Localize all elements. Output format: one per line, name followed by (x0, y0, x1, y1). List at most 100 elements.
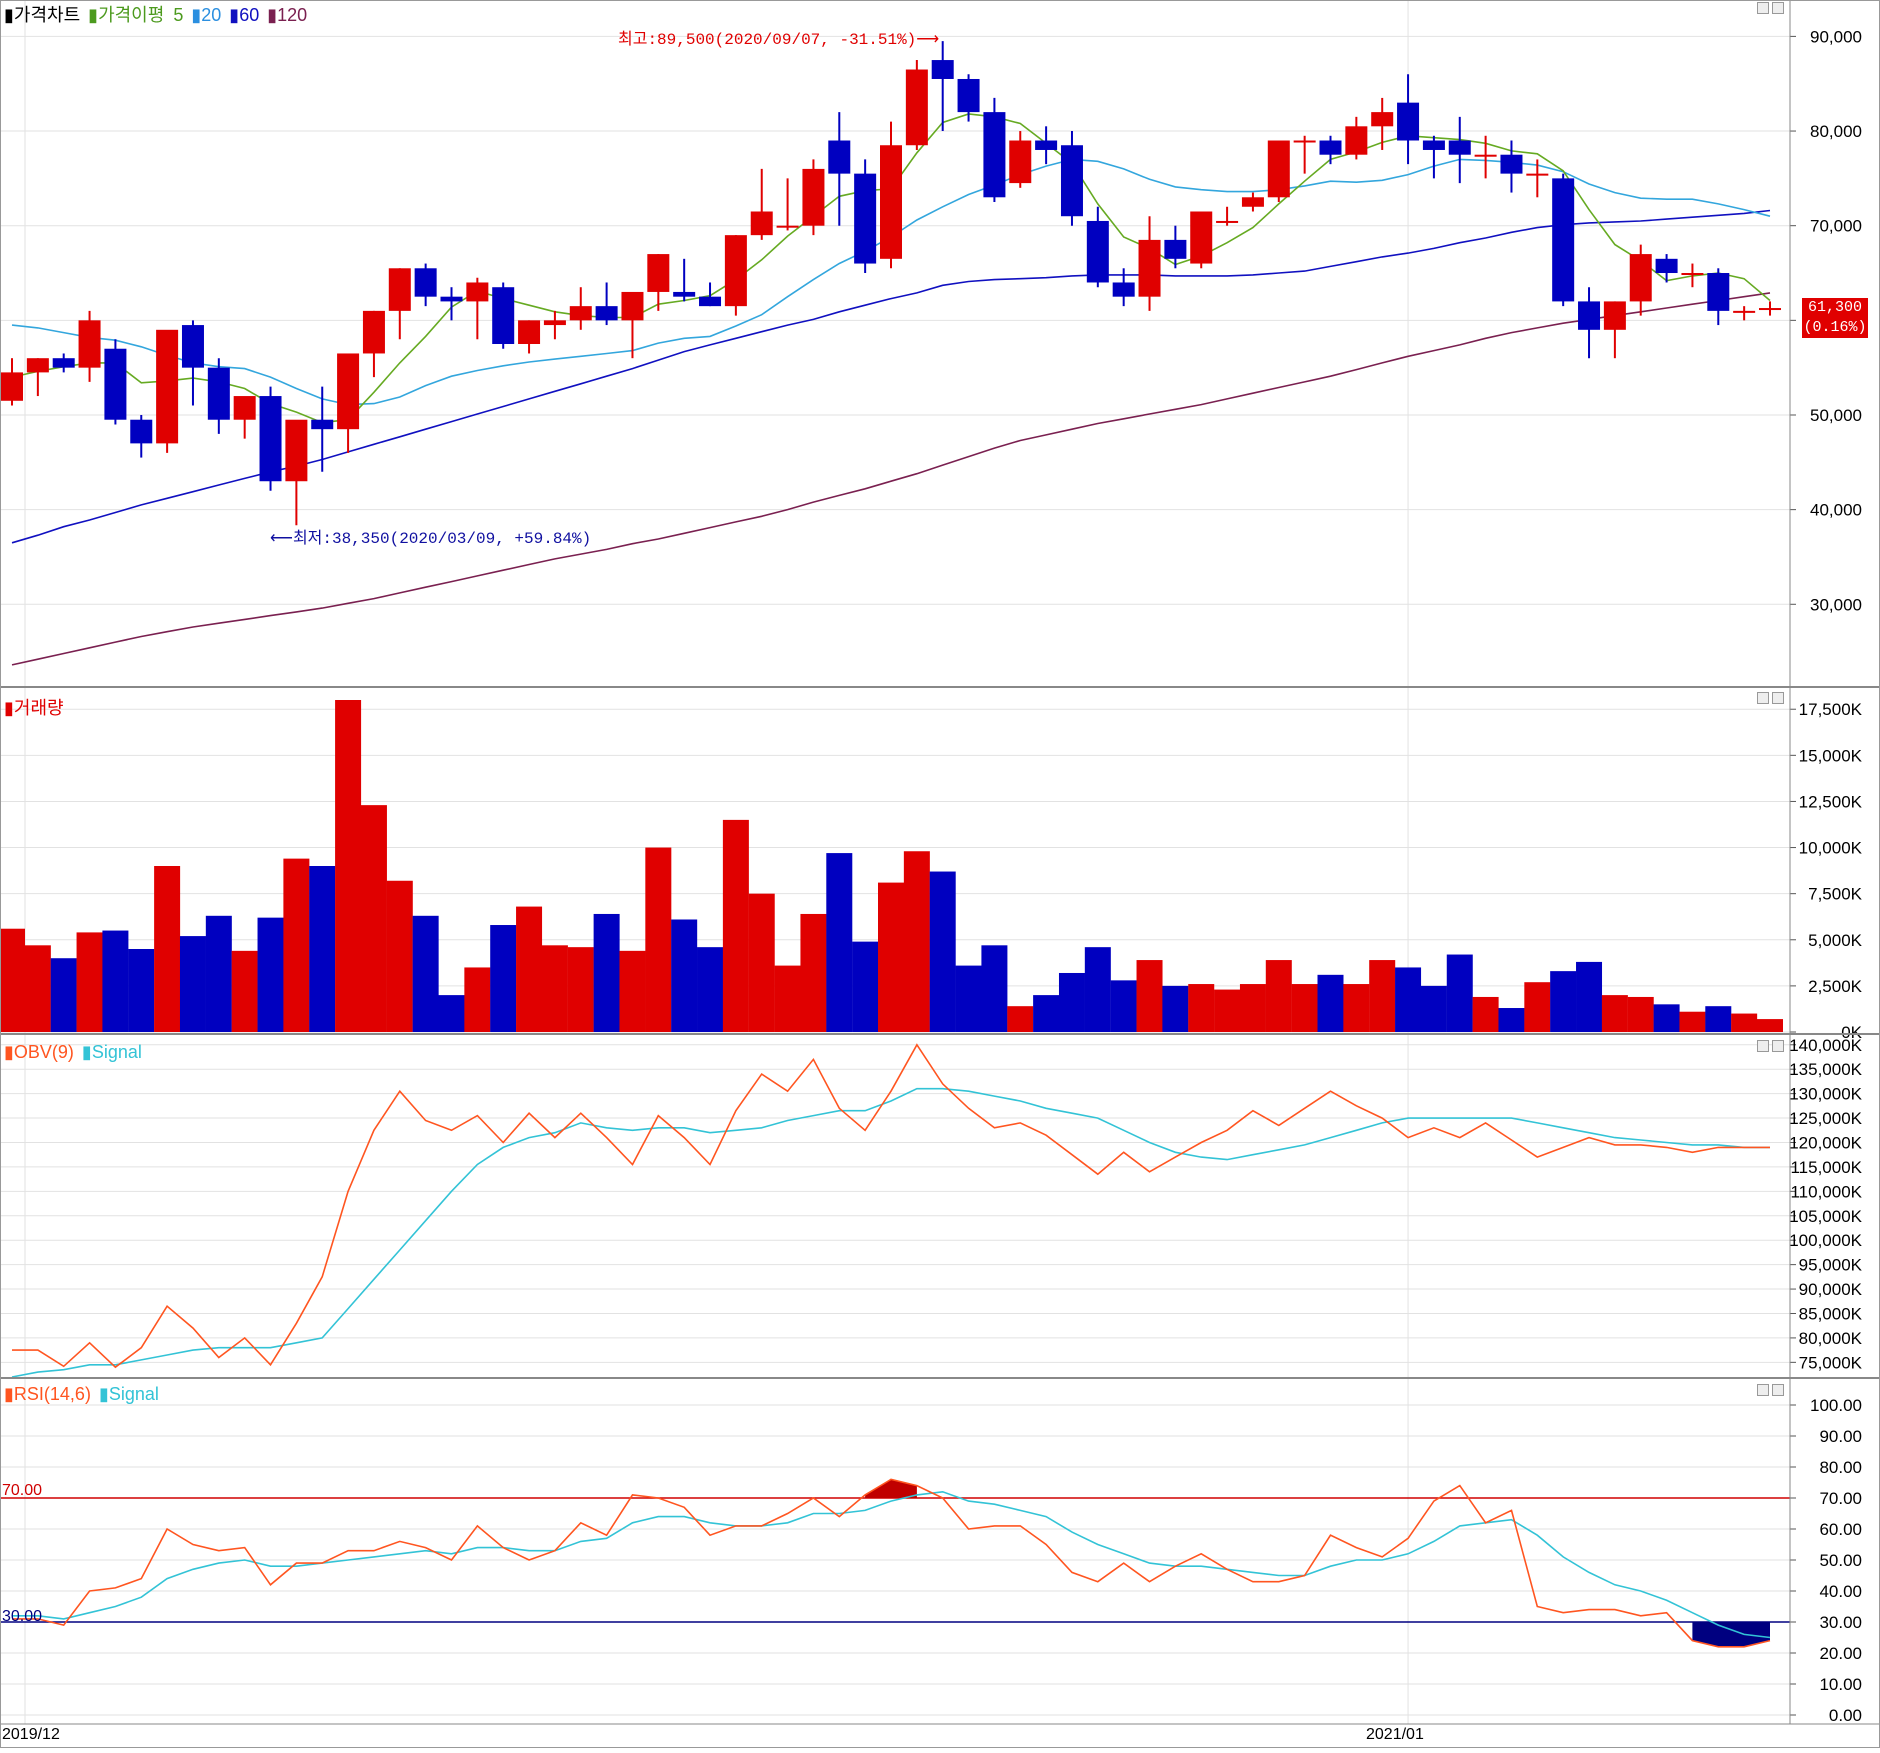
volume-bar[interactable] (929, 871, 956, 1032)
candle[interactable] (1319, 140, 1342, 155)
volume-bar[interactable] (1420, 985, 1447, 1032)
candle[interactable] (1552, 178, 1575, 302)
candle[interactable] (181, 325, 204, 368)
candle[interactable] (621, 291, 644, 321)
volume-bar[interactable] (1265, 960, 1292, 1032)
candle[interactable] (1448, 140, 1471, 155)
volume-bar[interactable] (464, 967, 491, 1032)
candle[interactable] (1112, 282, 1135, 297)
candle[interactable] (724, 235, 747, 307)
volume-bar[interactable] (748, 893, 775, 1032)
candle[interactable] (699, 296, 722, 307)
volume-bar[interactable] (1731, 1013, 1758, 1032)
volume-bar[interactable] (619, 950, 646, 1032)
volume-bar[interactable] (0, 928, 25, 1032)
candle[interactable] (1603, 301, 1626, 330)
volume-bar[interactable] (852, 941, 879, 1032)
candle[interactable] (440, 296, 463, 302)
volume-bar[interactable] (1239, 984, 1266, 1032)
candle[interactable] (647, 254, 670, 292)
candle[interactable] (1681, 273, 1704, 276)
volume-bar[interactable] (1524, 982, 1551, 1032)
candle[interactable] (1, 372, 23, 401)
candle[interactable] (543, 320, 566, 326)
volume-bar[interactable] (1007, 1006, 1034, 1032)
volume-bar[interactable] (360, 805, 387, 1032)
volume-bar[interactable] (981, 945, 1008, 1032)
candle[interactable] (983, 112, 1006, 198)
candle[interactable] (518, 320, 541, 344)
volume-bar[interactable] (722, 819, 749, 1032)
close-icon[interactable] (1772, 1384, 1784, 1396)
volume-bar[interactable] (1317, 974, 1344, 1032)
volume-bar[interactable] (309, 866, 336, 1032)
volume-bar[interactable] (1627, 996, 1654, 1032)
legend-item-obv-signal[interactable]: ▮Signal (81, 1042, 142, 1062)
close-icon[interactable] (1772, 1040, 1784, 1052)
candle[interactable] (1241, 197, 1264, 207)
legend-item-ma[interactable]: ▮가격이평 5 (88, 5, 184, 25)
candle[interactable] (207, 367, 230, 420)
volume-bar[interactable] (1369, 960, 1396, 1032)
minimize-icon[interactable] (1757, 1384, 1769, 1396)
volume-bar[interactable] (76, 932, 103, 1032)
legend-item-obv[interactable]: ▮OBV(9) (4, 1042, 74, 1062)
candle[interactable] (1164, 239, 1187, 259)
candle[interactable] (1759, 308, 1781, 311)
volume-bar[interactable] (1472, 996, 1499, 1032)
volume-bar[interactable] (955, 965, 982, 1032)
candle[interactable] (1267, 140, 1290, 198)
candle[interactable] (1138, 239, 1161, 297)
volume-bar[interactable] (412, 915, 439, 1032)
close-icon[interactable] (1772, 2, 1784, 14)
candle[interactable] (750, 211, 773, 236)
volume-bar[interactable] (490, 925, 517, 1032)
volume-bar[interactable] (903, 851, 930, 1032)
candle[interactable] (1371, 112, 1394, 127)
minimize-icon[interactable] (1757, 2, 1769, 14)
candle[interactable] (1397, 102, 1420, 141)
candle[interactable] (104, 348, 127, 420)
volume-bar[interactable] (1162, 985, 1189, 1032)
volume-bar[interactable] (1110, 980, 1137, 1032)
volume-bar[interactable] (567, 947, 594, 1032)
minimize-icon[interactable] (1757, 692, 1769, 704)
volume-bar[interactable] (1058, 972, 1085, 1032)
candle[interactable] (673, 291, 696, 297)
volume-bar[interactable] (1343, 984, 1370, 1032)
volume-bar[interactable] (50, 958, 77, 1032)
candle[interactable] (957, 78, 980, 113)
volume-bar[interactable] (1705, 1006, 1732, 1032)
candle[interactable] (828, 140, 851, 174)
volume-bar[interactable] (1757, 1019, 1783, 1032)
volume-bar[interactable] (541, 945, 568, 1032)
candle[interactable] (595, 306, 618, 321)
candle[interactable] (1733, 310, 1756, 313)
candle[interactable] (362, 310, 385, 354)
candle[interactable] (285, 419, 308, 482)
legend-item-price-chart[interactable]: ▮가격차트 (4, 5, 81, 25)
candle[interactable] (854, 173, 877, 264)
candle[interactable] (1009, 140, 1032, 184)
minimize-icon[interactable] (1757, 1040, 1769, 1052)
candle[interactable] (1629, 254, 1652, 302)
volume-bar[interactable] (335, 700, 362, 1032)
candle[interactable] (1086, 220, 1109, 283)
legend-item-rsi[interactable]: ▮RSI(14,6) (4, 1384, 91, 1404)
candle[interactable] (1216, 220, 1239, 223)
volume-bar[interactable] (800, 913, 827, 1032)
volume-bar[interactable] (205, 915, 232, 1032)
volume-bar[interactable] (1446, 954, 1473, 1032)
candle[interactable] (569, 306, 592, 321)
volume-bar[interactable] (283, 858, 310, 1032)
volume-bar[interactable] (128, 949, 155, 1032)
volume-bar[interactable] (1550, 971, 1577, 1032)
volume-bar[interactable] (438, 995, 465, 1032)
volume-bar[interactable] (1601, 995, 1628, 1032)
volume-bar[interactable] (826, 853, 853, 1032)
obv-panel[interactable] (11, 1043, 1770, 1378)
volume-bar[interactable] (257, 917, 284, 1032)
candle[interactable] (1060, 145, 1083, 217)
